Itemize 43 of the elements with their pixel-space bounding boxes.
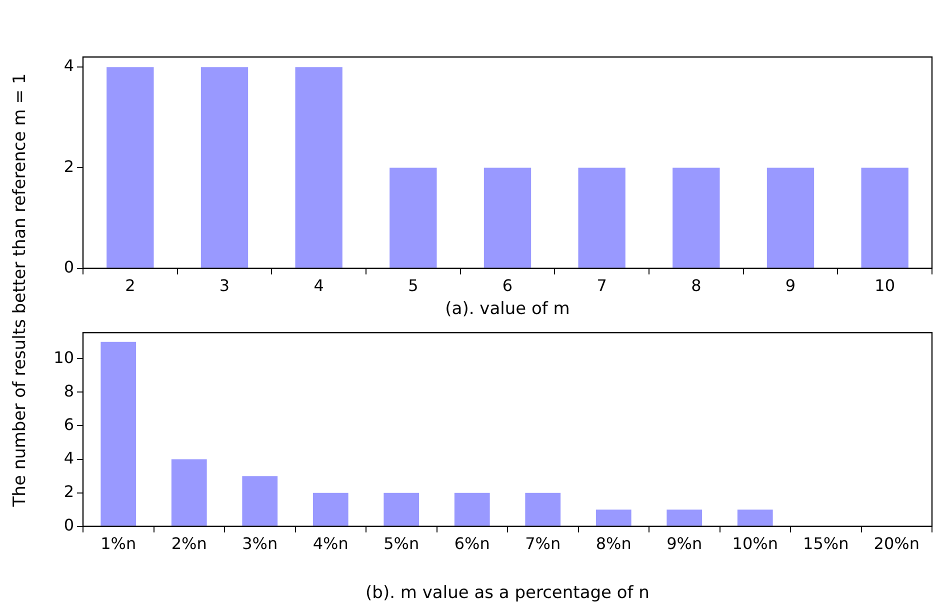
- x-tick-label: 4: [314, 276, 324, 296]
- x-tick-label: 5: [408, 276, 418, 296]
- x-tick-label: 3: [219, 276, 230, 296]
- x-axis-title: (b). m value as a percentage of n: [366, 583, 650, 604]
- bar: [384, 492, 420, 526]
- bar: [454, 492, 490, 526]
- y-tick-label: 2: [64, 482, 74, 501]
- bar: [242, 476, 278, 526]
- bar: [312, 492, 348, 526]
- x-tick-label: 6%n: [454, 534, 490, 554]
- y-tick-label: 10: [54, 348, 74, 367]
- x-tick-label: 3%n: [242, 534, 278, 554]
- bar: [737, 510, 773, 526]
- x-tick-label: 1%n: [100, 534, 136, 554]
- y-tick-label: 0: [64, 516, 74, 535]
- x-tick-label: 7%n: [525, 534, 561, 554]
- bar: [100, 342, 136, 526]
- y-tick-label: 0: [64, 258, 74, 277]
- x-tick-label: 8%n: [596, 534, 632, 554]
- bar: [596, 510, 632, 526]
- bar: [666, 510, 702, 526]
- x-tick-label: 10%n: [732, 534, 778, 554]
- x-tick-label: 2%n: [171, 534, 207, 554]
- x-tick-label: 4%n: [312, 534, 348, 554]
- y-tick-label: 4: [64, 448, 74, 468]
- y-tick-label: 6: [64, 414, 74, 434]
- x-tick-label: 20%n: [874, 534, 920, 554]
- x-tick-label: 10: [874, 276, 896, 296]
- y-axis-title: The number of results better than reference m = 1: [10, 73, 30, 507]
- y-tick-label: 2: [64, 156, 74, 176]
- x-tick-label: 9%n: [666, 534, 702, 554]
- x-tick-label: 6: [502, 276, 513, 296]
- x-axis-title: (a). value of m: [445, 299, 570, 320]
- bar: [171, 459, 207, 526]
- x-tick-label: 5%n: [384, 534, 420, 554]
- x-tick-label: 8: [691, 276, 702, 296]
- x-tick-label: 15%n: [803, 534, 849, 554]
- y-tick-label: 8: [64, 381, 74, 400]
- x-tick-label: 7: [596, 276, 607, 296]
- y-tick-label: 4: [64, 56, 74, 76]
- x-tick-label: 2: [125, 276, 136, 296]
- bar: [525, 492, 561, 526]
- x-tick-label: 9: [785, 276, 796, 296]
